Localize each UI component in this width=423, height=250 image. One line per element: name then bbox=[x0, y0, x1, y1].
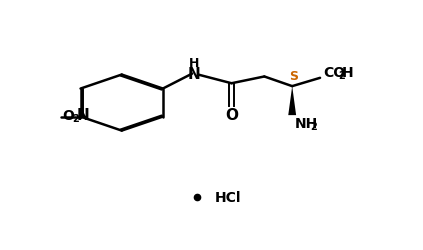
Text: NH: NH bbox=[295, 116, 318, 130]
Text: H: H bbox=[189, 57, 199, 70]
Text: HCl: HCl bbox=[215, 190, 242, 204]
Text: N: N bbox=[187, 67, 200, 82]
Text: S: S bbox=[289, 70, 298, 83]
Text: CO: CO bbox=[323, 66, 346, 79]
Polygon shape bbox=[288, 87, 296, 116]
Text: 2: 2 bbox=[310, 121, 317, 131]
Text: O: O bbox=[225, 107, 238, 122]
Text: 2: 2 bbox=[73, 113, 79, 123]
Text: N: N bbox=[77, 108, 89, 123]
Text: 2: 2 bbox=[339, 70, 346, 80]
Text: H: H bbox=[342, 66, 354, 79]
Text: O: O bbox=[63, 108, 74, 122]
